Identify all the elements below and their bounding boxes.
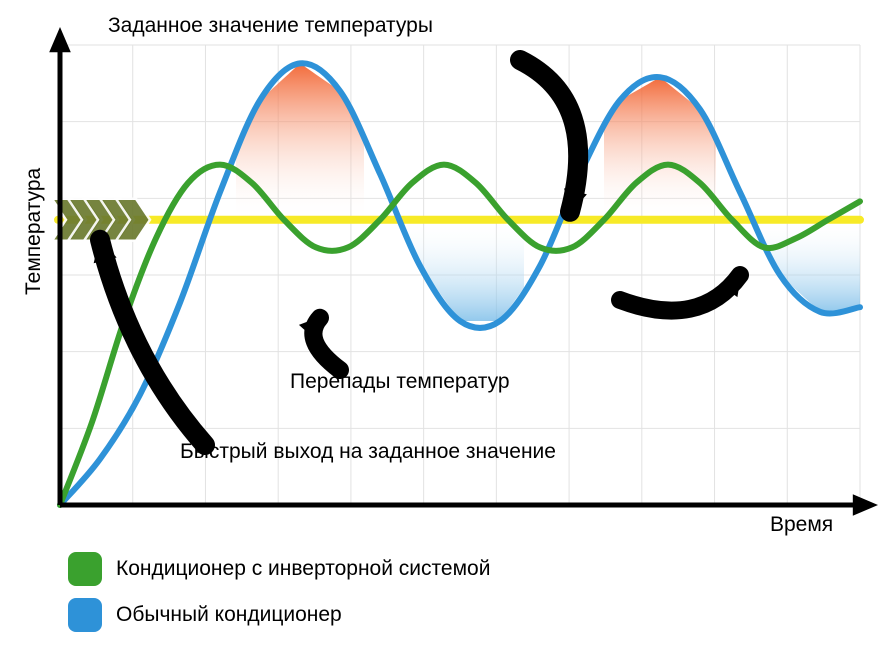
y-axis-label: Температура <box>22 168 46 295</box>
hot-swing-fills <box>236 63 716 219</box>
legend-label-inverter: Кондиционер с инверторной системой <box>116 557 490 581</box>
legend-swatch-inverter <box>68 552 102 586</box>
legend-swatch-conventional <box>68 598 102 632</box>
x-axis-label: Время <box>770 513 833 537</box>
legend-item-inverter: Кондиционер с инверторной системой <box>68 552 490 586</box>
title-setpoint: Заданное значение температуры <box>108 14 433 38</box>
fast-settle-label: Быстрый выход на заданное значение <box>180 440 556 464</box>
legend-item-conventional: Обычный кондиционер <box>68 598 342 632</box>
legend-label-conventional: Обычный кондиционер <box>116 603 342 627</box>
swings-label: Перепады температур <box>290 370 510 394</box>
